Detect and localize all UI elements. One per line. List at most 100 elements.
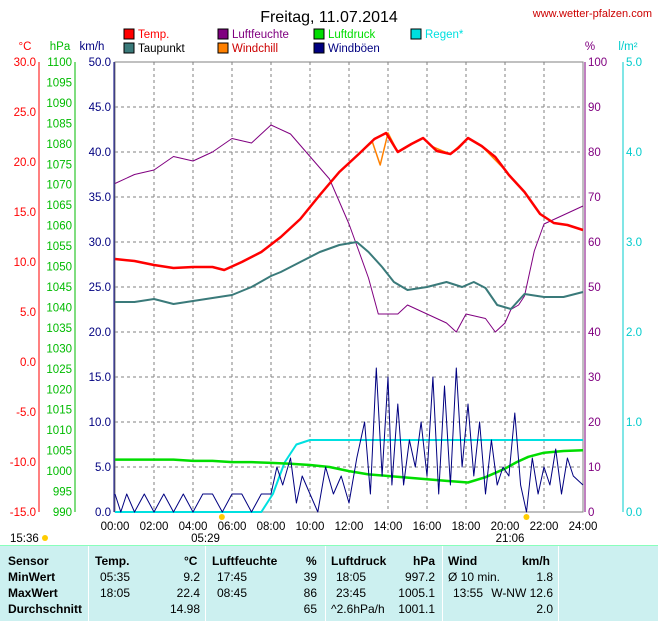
y-tick-label-celsius: 30.0 [14,57,36,69]
y-tick-label-hpa: 1035 [46,323,72,335]
axis-unit-percent: % [585,41,595,53]
stats-row-min-wind-time: Ø 10 min. [448,570,501,584]
y-tick-label-hpa: 995 [53,487,72,499]
legend-swatch-luftfeuchte [217,28,229,40]
stats-table: Sensor Temp. °C Luftfeuchte % Luftdruck … [0,545,658,621]
legend-label-taupunkt: Taupunkt [138,43,185,55]
y-tick-label-hpa: 1015 [46,405,72,417]
stats-row-min-druck-val: 997.2 [404,570,435,584]
axis-unit-kmh: km/h [80,41,105,53]
y-tick-label-hpa: 1065 [46,200,72,212]
legend-swatch-luftdruck [313,28,325,40]
stats-row-max-label: MaxWert [8,586,58,600]
legend-label-windboeen: Windböen [328,43,380,55]
y-tick-label-rain: 5.0 [626,57,642,69]
stats-header-temp: Temp. [95,554,130,568]
y-tick-label-kmh: 50.0 [89,57,111,69]
stats-row-max-feuchte-time: 08:45 [217,586,248,600]
y-tick-label-hpa: 1005 [46,446,72,458]
series-line-taupunkt [115,241,584,310]
stats-header-feuchte: Luftfeuchte [212,554,278,568]
legend-swatch-windboeen [313,42,325,54]
site-url: www.wetter-pfalzen.com [532,8,652,20]
legend-label-regen: Regen* [425,29,464,41]
sunrise-side-label: 15:36 [10,533,39,545]
axis-unit-rain: l/m² [618,41,637,53]
y-tick-label-celsius: 0.0 [20,357,36,369]
y-tick-label-hpa: 1030 [46,343,72,355]
stats-header-wind-unit: km/h [522,554,551,568]
y-tick-label-kmh: 45.0 [89,102,111,114]
x-tick-label: 10:00 [296,521,325,533]
stats-row-min-label: MinWert [8,570,56,584]
stats-row-min-temp-time: 05:35 [100,570,131,584]
stats-header-druck-unit: hPa [413,554,436,568]
x-tick-label: 12:00 [335,521,364,533]
y-tick-label-hpa: 1055 [46,241,72,253]
stats-row-avg-feuchte-val: 65 [303,602,317,616]
y-tick-label-rain: 0.0 [626,507,642,519]
y-tick-label-celsius: 15.0 [14,207,36,219]
stats-row-avg-wind-val: 2.0 [536,602,553,616]
y-tick-label-hpa: 1085 [46,118,72,130]
x-tick-label: 18:00 [452,521,481,533]
legend-label-temp: Temp. [138,29,169,41]
stats-row-min-druck-time: 18:05 [336,570,367,584]
y-tick-label-hpa: 1090 [46,98,72,110]
y-tick-label-hpa: 1075 [46,159,72,171]
stats-row-min-feuchte-time: 17:45 [217,570,248,584]
y-tick-label-kmh: 25.0 [89,282,111,294]
x-tick-label: 04:00 [179,521,208,533]
y-tick-label-kmh: 15.0 [89,372,111,384]
weather-chart: Freitag, 11.07.2014 www.wetter-pfalzen.co… [10,8,652,545]
stats-header-sensor: Sensor [8,554,49,568]
y-tick-label-hpa: 1025 [46,364,72,376]
y-tick-label-celsius: 20.0 [14,157,36,169]
series-line-windb-en [114,367,584,513]
sun-marker-dot [218,514,225,520]
x-tick-label: 14:00 [374,521,403,533]
stats-row-max-druck-val: 1005.1 [398,586,435,600]
y-tick-label-hpa: 1040 [46,302,72,314]
stats-row-min-temp-val: 9.2 [183,570,200,584]
stats-row-max-temp-val: 22.4 [176,586,200,600]
y-tick-label-kmh: 20.0 [89,327,111,339]
legend-label-luftfeuchte: Luftfeuchte [232,29,289,41]
y-tick-label-kmh: 40.0 [89,147,111,159]
y-tick-label-hpa: 1000 [46,466,72,478]
y-tick-label-hpa: 990 [53,507,72,519]
y-tick-label-celsius: 5.0 [20,307,36,319]
y-tick-label-hpa: 1080 [46,139,72,151]
y-tick-label-kmh: 35.0 [89,192,111,204]
y-tick-label-percent: 40 [588,327,601,339]
sun-marker-label: 05:29 [191,533,220,545]
weather-chart-svg: Freitag, 11.07.2014 www.wetter-pfalzen.co… [10,8,652,545]
y-tick-label-percent: 100 [588,57,607,69]
stats-row-avg-temp-val: 14.98 [169,602,200,616]
stats-row-min-wind-val: 1.8 [536,570,553,584]
y-tick-label-hpa: 1050 [46,262,72,274]
x-tick-label: 08:00 [257,521,286,533]
stats-row-avg-druck-time: ^2.6hPa/h [331,602,385,616]
y-tick-label-celsius: 10.0 [14,257,36,269]
series-line-luftfeuchte [114,124,584,333]
legend-swatch-taupunkt [123,42,135,54]
y-tick-label-rain: 3.0 [626,237,642,249]
y-tick-label-percent: 70 [588,192,601,204]
y-tick-label-percent: 20 [588,417,601,429]
x-tick-label: 22:00 [530,521,559,533]
y-tick-label-hpa: 1010 [46,425,72,437]
sun-marker-label: 21:06 [496,533,525,545]
x-tick-label: 16:00 [413,521,442,533]
stats-row-max-druck-time: 23:45 [336,586,367,600]
y-tick-label-percent: 50 [588,282,601,294]
y-tick-label-hpa: 1100 [47,57,72,69]
stats-row-min-feuchte-val: 39 [303,570,317,584]
sunrise-side-dot [42,535,48,541]
y-tick-label-kmh: 5.0 [95,462,111,474]
y-tick-label-percent: 80 [588,147,601,159]
y-tick-label-rain: 1.0 [626,417,642,429]
sun-marker-dot [523,514,530,520]
stats-row-avg-druck-val: 1001.1 [398,602,435,616]
stats-row-max-wind-time: 13:55 [453,586,484,600]
